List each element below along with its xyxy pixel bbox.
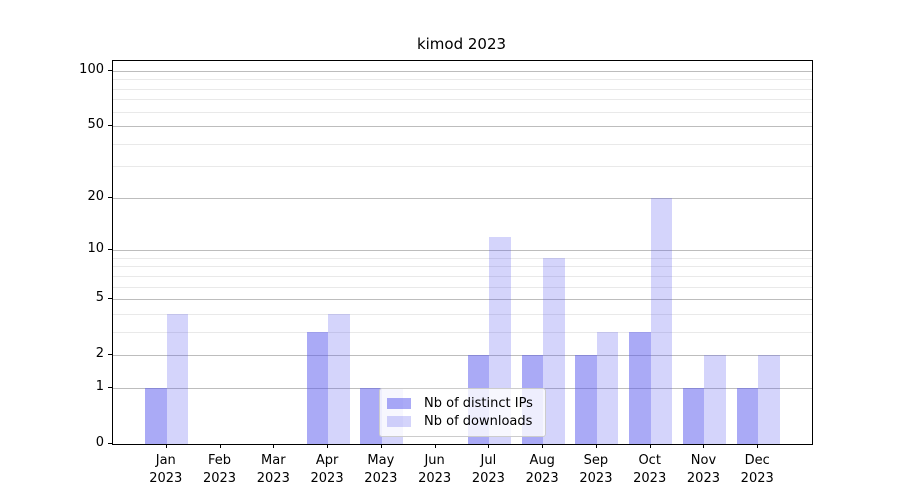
bar-downloads [328,313,350,444]
bar-downloads [596,331,619,444]
x-tick-label: Sep 2023 [579,453,613,486]
y-minor-gridline [113,79,812,81]
y-minor-gridline [113,275,812,277]
y-tick-mark [108,196,112,198]
x-tick-label: Jul 2023 [471,453,505,486]
bar-distinct-ips [306,331,329,444]
y-major-gridline [113,197,812,199]
legend: Nb of distinct IPs Nb of downloads [379,388,546,437]
x-tick-mark [380,444,382,448]
x-tick-label: Jan 2023 [149,453,183,486]
x-tick-label: Nov 2023 [686,453,720,486]
x-tick-mark [219,444,221,448]
chart-title: kimod 2023 [416,35,507,53]
y-minor-gridline [113,88,812,90]
x-tick-mark [595,444,597,448]
y-tick-label: 1 [95,378,104,394]
y-minor-gridline [113,166,812,168]
y-major-gridline [113,299,812,301]
x-tick-label: Aug 2023 [525,453,559,486]
bar-distinct-ips [145,387,167,444]
y-tick-mark [108,125,112,127]
x-tick-mark [649,444,651,448]
y-minor-gridline [113,99,812,101]
x-tick-label: Apr 2023 [310,453,344,486]
x-tick-label: Jun 2023 [418,453,452,486]
y-major-gridline [113,126,812,128]
legend-item-distinct-ips: Nb of distinct IPs [387,395,545,412]
x-tick-mark [542,444,544,448]
bar-distinct-ips [736,387,759,444]
y-tick-label: 20 [87,188,104,204]
y-tick-label: 5 [95,290,104,306]
x-tick-mark [165,444,167,448]
y-minor-gridline [113,313,812,315]
y-tick-label: 2 [95,346,104,362]
x-tick-label: Mar 2023 [256,453,290,486]
y-tick-label: 0 [95,435,104,450]
y-tick-label: 100 [79,62,104,77]
x-tick-mark [327,444,329,448]
y-minor-gridline [113,143,812,145]
bar-downloads [704,355,726,444]
x-tick-mark [757,444,759,448]
y-minor-gridline [113,266,812,268]
legend-swatch-distinct-ips [387,398,411,409]
x-tick-label: Dec 2023 [740,453,774,486]
y-tick-mark [108,298,112,300]
y-major-gridline [113,71,812,72]
y-minor-gridline [113,331,812,333]
y-tick-mark [108,386,112,388]
plot-area: Nb of distinct IPs Nb of downloads [112,60,813,445]
y-tick-mark [108,354,112,356]
bar-downloads [758,355,780,444]
x-tick-mark [703,444,705,448]
bar-downloads [650,197,673,444]
bar-distinct-ips [575,355,597,444]
y-tick-label: 10 [87,241,104,257]
bar-distinct-ips [629,331,651,444]
legend-label-downloads: Nb of downloads [424,414,533,429]
bar-downloads [543,257,565,444]
x-tick-mark [434,444,436,448]
bar-downloads [166,313,189,444]
bar-distinct-ips [682,387,705,444]
legend-item-downloads: Nb of downloads [387,413,545,430]
x-tick-mark [488,444,490,448]
x-tick-mark [273,444,275,448]
y-major-gridline [113,355,812,357]
x-tick-label: Feb 2023 [202,453,237,486]
y-tick-mark [108,70,112,71]
y-tick-mark [108,443,112,444]
y-tick-label: 50 [87,117,104,133]
y-tick-mark [108,249,112,251]
legend-swatch-downloads [387,416,411,427]
bar-distinct-ips [360,387,382,444]
legend-label-distinct-ips: Nb of distinct IPs [424,396,533,411]
y-major-gridline [113,250,812,252]
y-minor-gridline [113,257,812,259]
y-minor-gridline [113,111,812,113]
x-tick-label: Oct 2023 [633,453,667,486]
y-minor-gridline [113,286,812,288]
x-tick-label: May 2023 [364,453,398,486]
